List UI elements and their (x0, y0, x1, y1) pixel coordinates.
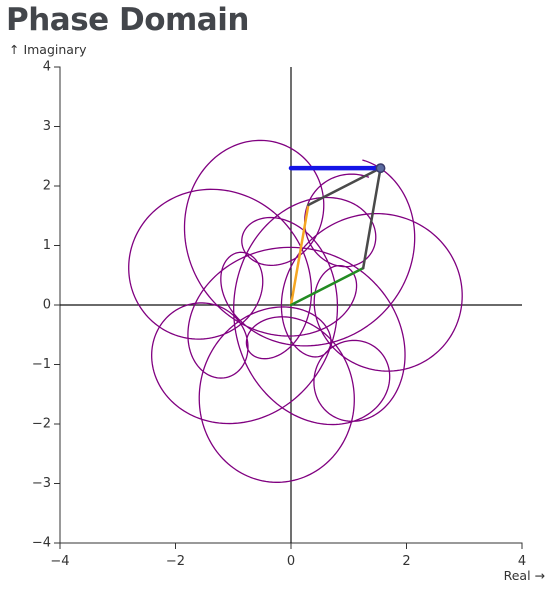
y-axis-title: ↑ Imaginary (9, 42, 87, 57)
y-tick-label: 0 (43, 298, 51, 313)
x-tick-label: −4 (50, 554, 69, 569)
axes: −4 −3 −2 −1 0 1 2 3 4 −4 −2 0 2 4 (32, 60, 526, 570)
x-tick-label: 0 (287, 554, 295, 569)
phasor-segment (291, 268, 363, 305)
phasor-segment (291, 205, 308, 305)
trace-layer (129, 140, 462, 482)
y-tick-label: −4 (32, 536, 51, 551)
x-tick-label: −2 (166, 554, 185, 569)
x-axis-title: Real → (504, 568, 545, 583)
x-tick-label: 4 (518, 554, 526, 569)
phasor-layer (291, 164, 385, 305)
y-tick-label: 2 (43, 179, 51, 194)
current-point (376, 164, 384, 172)
y-tick-label: −3 (32, 476, 51, 491)
y-tick-label: 4 (43, 60, 51, 75)
y-tick-label: 1 (43, 238, 51, 253)
y-tick-label: −2 (32, 417, 51, 432)
y-tick-label: 3 (43, 119, 51, 134)
trace-curve (129, 140, 462, 482)
y-tick-label: −1 (32, 357, 51, 372)
x-tick-label: 2 (402, 554, 410, 569)
